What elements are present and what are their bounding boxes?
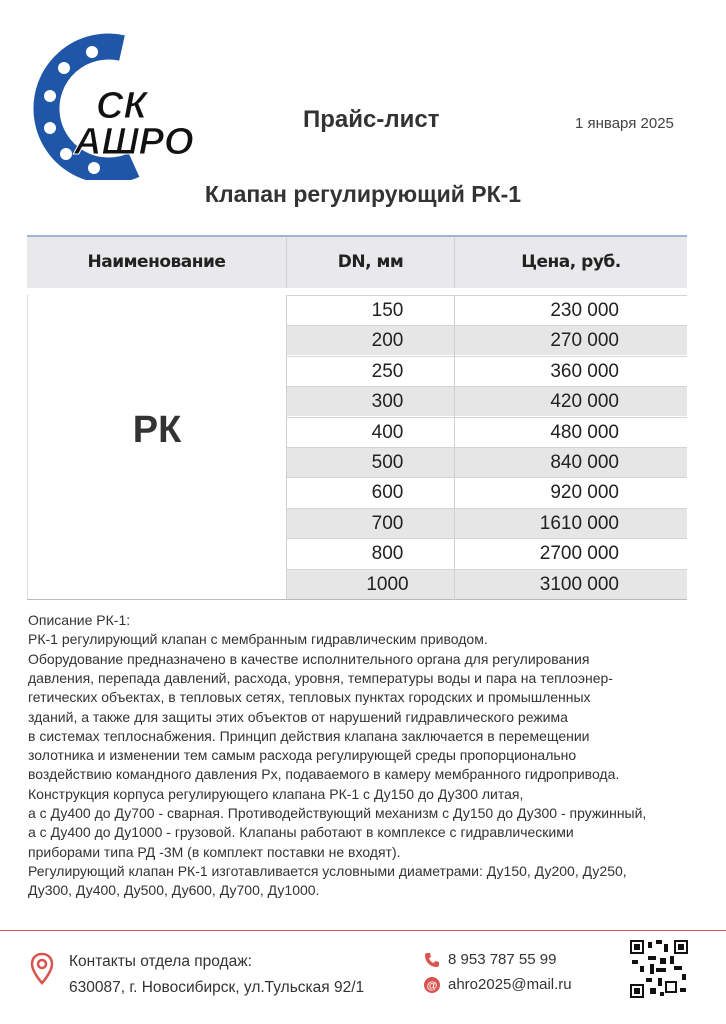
description-line: а с Ду400 до Ду700 - сварная. Противодей… [28, 805, 647, 821]
dn-cell: 200 [287, 326, 455, 357]
price-cell: 3100 000 [539, 573, 619, 595]
price-cell: 480 000 [550, 421, 619, 443]
price-cell: 360 000 [550, 360, 619, 382]
address: 630087, г. Новосибирск, ул.Тульская 92/1 [69, 979, 365, 996]
price-cell: 1610 000 [539, 512, 619, 534]
title: Прайс-лист [303, 106, 440, 133]
table-row: 500 840 000 [287, 447, 687, 478]
table-row: 400 480 000 [287, 416, 687, 448]
price-cell: 920 000 [550, 482, 619, 504]
dn-cell: 500 [287, 448, 455, 478]
price-table: Наименование DN, мм Цена, руб. РК 150 230… [27, 235, 687, 600]
dn-cell: 300 [287, 387, 455, 418]
description-line: зданий, а также для защиты этих объектов… [28, 708, 568, 725]
phone-icon [425, 953, 439, 967]
description-line: Оборудование предназначено в качестве ис… [28, 650, 590, 667]
dn-cell: 1000 [287, 569, 455, 600]
dn-cell: 150 [287, 296, 455, 326]
description-line: в системах теплоснабжения. Принцип дейст… [28, 727, 590, 744]
table-row: 300 420 000 [287, 386, 687, 418]
qr-code [630, 940, 688, 998]
table-row: 600 920 000 [287, 477, 687, 509]
logo: СК АШРО [33, 33, 194, 180]
description-line: золотника и изменении тем самым расхода … [28, 747, 577, 764]
description-line: а с Ду400 до Ду1000 - грузовой. Клапаны … [28, 824, 574, 841]
dn-cell: 600 [287, 478, 455, 509]
divider [0, 930, 726, 931]
email[interactable]: ahro2025@mail.ru [448, 976, 572, 993]
description-line: давления, перепада давлений, расхода, ур… [28, 669, 613, 686]
table-row: 800 2700 000 [287, 538, 687, 570]
table-row: 700 1610 000 [287, 507, 687, 539]
email-icon: @ [424, 977, 440, 993]
logo-text-top: СК [96, 85, 149, 127]
contacts-label: Контакты отдела продаж: [69, 953, 252, 970]
dn-cell: 250 [287, 356, 455, 387]
dn-cell: 800 [287, 539, 455, 570]
dn-cell: 700 [287, 508, 455, 539]
description-line: приборами типа РД -3М (в комплект постав… [28, 843, 401, 860]
price-cell: 840 000 [550, 452, 619, 473]
logo-text-bottom: АШРО [73, 121, 194, 163]
price-cell: 2700 000 [539, 543, 619, 565]
description-line: Описание РК-1: [28, 612, 131, 628]
table-row: 200 270 000 [287, 325, 687, 357]
table-row: 1000 3100 000 [287, 568, 687, 600]
date: 1 января 2025 [575, 115, 674, 132]
description-line: гетических объектах, в тепловых сетях, т… [28, 689, 591, 706]
price-cell: 270 000 [550, 330, 619, 352]
dn-cell: 400 [287, 417, 455, 448]
column-header: Цена, руб. [455, 237, 687, 288]
product-title: Клапан регулирующий РК-1 [204, 181, 522, 207]
price-cell: 420 000 [550, 391, 619, 413]
phone[interactable]: 8 953 787 55 99 [448, 951, 557, 968]
description-line: Ду300, Ду400, Ду500, Ду600, Ду700, Ду100… [28, 882, 320, 899]
svg-text:@: @ [427, 980, 438, 992]
description-line: Регулирующий клапан РК-1 изготавливается… [28, 862, 627, 879]
description-line: Конструкция корпуса регулирующего клапан… [28, 785, 524, 802]
table-row: 250 360 000 [287, 355, 687, 387]
logo-holes [44, 46, 100, 174]
product-name: РК [27, 295, 287, 599]
column-header: Наименование [27, 237, 287, 288]
table-row: 150 230 000 [287, 295, 687, 326]
price-cell: 230 000 [550, 300, 619, 321]
description-line: РК-1 регулирующий клапан с мембранным ги… [28, 631, 488, 648]
description-line: воздействию командного давления Рх, пода… [28, 766, 620, 783]
column-header: DN, мм [287, 237, 455, 288]
location-icon [30, 952, 54, 985]
